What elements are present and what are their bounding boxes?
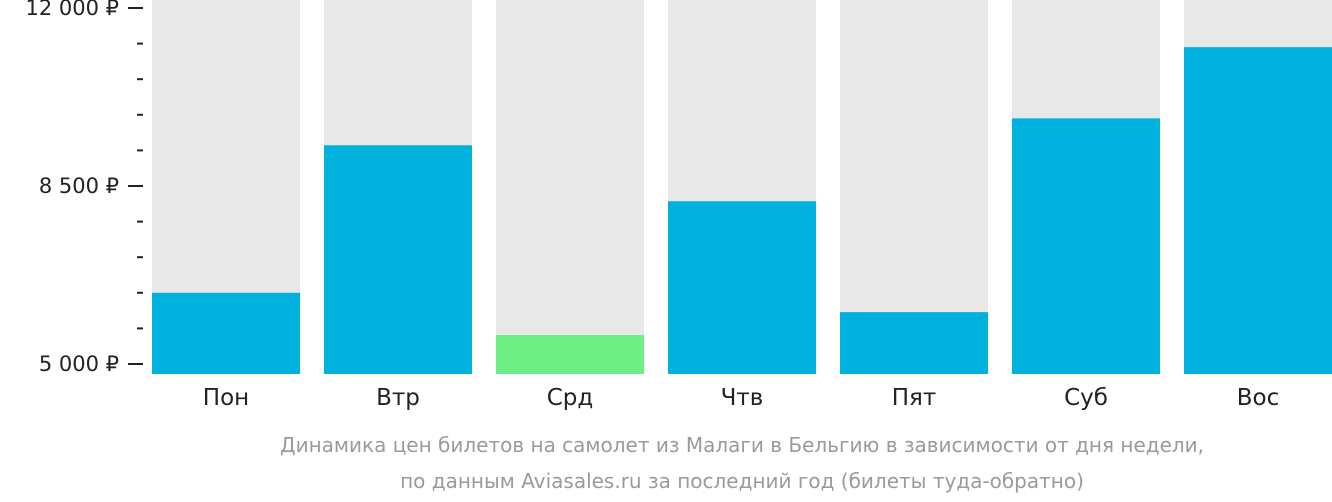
bar-1 bbox=[152, 292, 300, 374]
caption-line-2: по данным Aviasales.ru за последний год … bbox=[400, 469, 1084, 493]
y-axis: 5 000 ₽ 8 500 ₽ 12 000 ₽ bbox=[25, 0, 143, 376]
bar-5 bbox=[840, 312, 988, 374]
x-axis-labels: Пон Втр Срд Чтв Пят Суб Вос bbox=[203, 385, 1279, 411]
y-tick-label: 12 000 ₽ bbox=[25, 0, 119, 20]
bar-6 bbox=[1012, 118, 1160, 374]
x-tick-label: Суб bbox=[1064, 385, 1108, 411]
bar-background bbox=[496, 0, 644, 374]
x-tick-label: Пят bbox=[892, 385, 937, 411]
x-tick-label: Срд bbox=[547, 385, 594, 411]
x-tick-label: Втр bbox=[376, 385, 420, 411]
x-tick-label: Вос bbox=[1237, 385, 1280, 411]
bar-7 bbox=[1184, 47, 1332, 374]
bar-background bbox=[840, 0, 988, 374]
x-tick-label: Чтв bbox=[721, 385, 764, 411]
bar-2 bbox=[324, 145, 472, 374]
bars bbox=[152, 0, 1332, 374]
x-tick-label: Пон bbox=[203, 385, 249, 411]
y-tick-label: 5 000 ₽ bbox=[39, 352, 119, 376]
y-tick-label: 8 500 ₽ bbox=[39, 174, 119, 198]
bar-4 bbox=[668, 201, 816, 374]
caption-line-1: Динамика цен билетов на самолет из Малаг… bbox=[280, 433, 1204, 457]
bar-3 bbox=[496, 335, 644, 374]
chart-caption: Динамика цен билетов на самолет из Малаг… bbox=[280, 433, 1204, 493]
